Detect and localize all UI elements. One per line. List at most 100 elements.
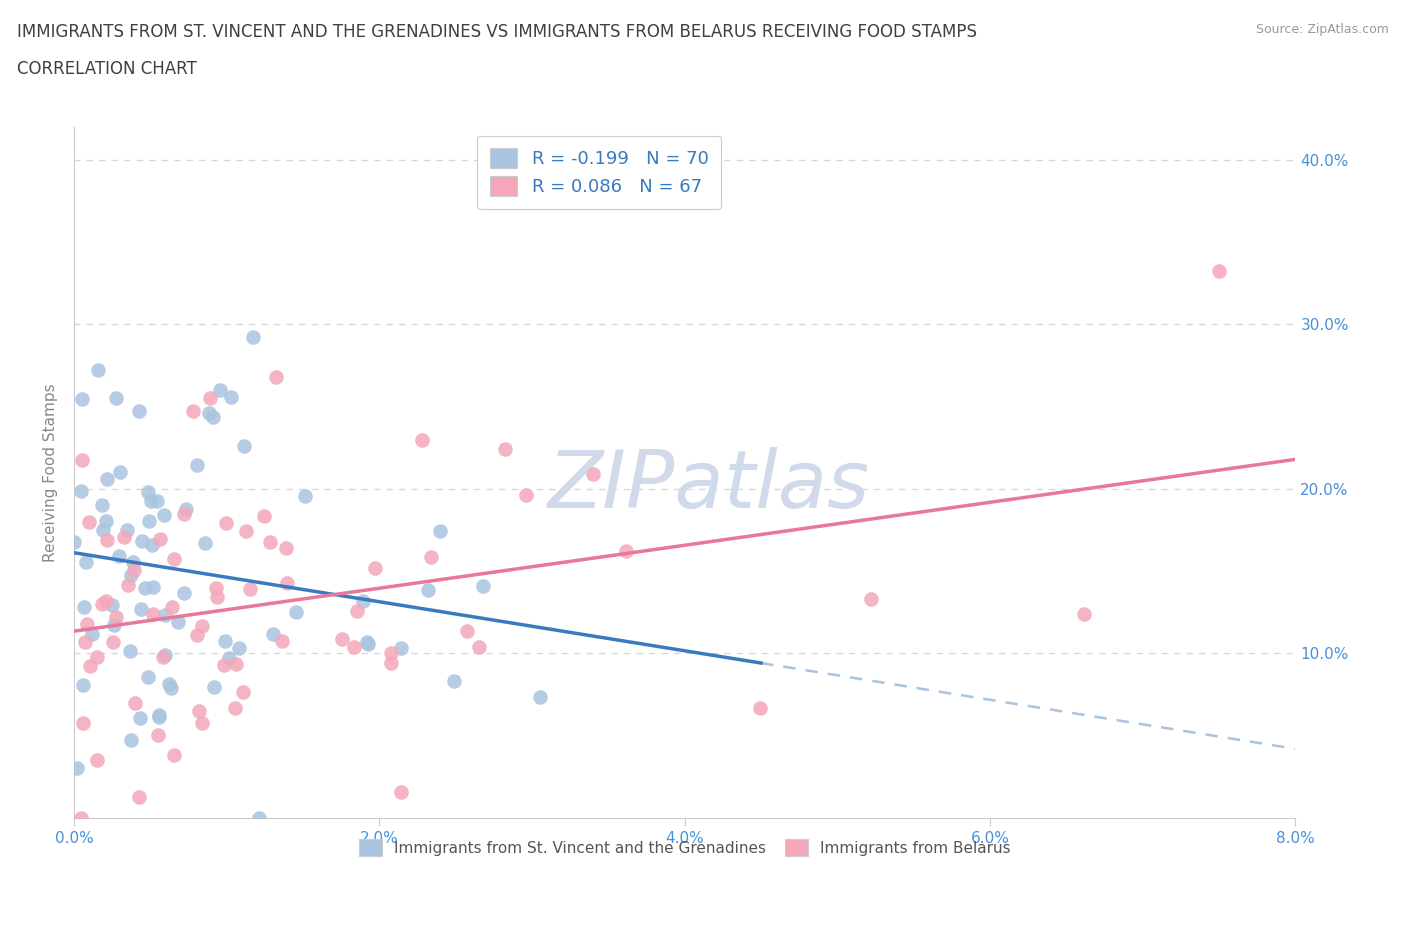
Point — [235, 524, 257, 538]
Legend: Immigrants from St. Vincent and the Grenadines, Immigrants from Belarus: Immigrants from St. Vincent and the Gren… — [353, 833, 1017, 862]
Text: Source: ZipAtlas.com: Source: ZipAtlas.com — [1256, 23, 1389, 36]
Point — [201, 410, 224, 425]
Point — [472, 578, 495, 593]
Point — [186, 458, 208, 472]
Point — [96, 533, 118, 548]
Point — [93, 523, 115, 538]
Point — [614, 543, 637, 558]
Point — [411, 432, 433, 447]
Point — [96, 472, 118, 486]
Point — [69, 810, 91, 825]
Point — [87, 362, 110, 377]
Point — [73, 600, 96, 615]
Point — [232, 439, 254, 454]
Point — [174, 501, 197, 516]
Point — [276, 540, 298, 555]
Point — [205, 581, 228, 596]
Point — [163, 748, 186, 763]
Point — [138, 513, 160, 528]
Point — [860, 591, 883, 606]
Point — [134, 580, 156, 595]
Point — [141, 538, 163, 552]
Point — [418, 582, 440, 597]
Text: ZIPatlas: ZIPatlas — [548, 447, 870, 525]
Point — [364, 561, 387, 576]
Point — [103, 634, 125, 649]
Point — [112, 529, 135, 544]
Point — [456, 624, 478, 639]
Point — [120, 733, 142, 748]
Point — [142, 607, 165, 622]
Point — [66, 761, 89, 776]
Point — [63, 534, 86, 549]
Point — [108, 464, 131, 479]
Point — [142, 579, 165, 594]
Point — [124, 696, 146, 711]
Point — [380, 655, 402, 670]
Point — [247, 810, 270, 825]
Point — [1073, 607, 1095, 622]
Point — [529, 690, 551, 705]
Point — [149, 531, 172, 546]
Point — [131, 534, 153, 549]
Point — [380, 645, 402, 660]
Text: CORRELATION CHART: CORRELATION CHART — [17, 60, 197, 78]
Point — [79, 658, 101, 673]
Point — [208, 382, 231, 397]
Point — [120, 567, 142, 582]
Point — [122, 563, 145, 578]
Point — [118, 644, 141, 658]
Point — [75, 635, 97, 650]
Point — [145, 493, 167, 508]
Point — [128, 404, 150, 418]
Point — [187, 704, 209, 719]
Point — [136, 670, 159, 684]
Point — [264, 369, 287, 384]
Point — [294, 489, 316, 504]
Point — [356, 637, 378, 652]
Point — [181, 403, 204, 418]
Y-axis label: Receiving Food Stamps: Receiving Food Stamps — [44, 383, 58, 562]
Point — [190, 716, 212, 731]
Point — [420, 550, 443, 565]
Point — [224, 700, 246, 715]
Point — [285, 604, 308, 619]
Point — [136, 485, 159, 499]
Point — [429, 524, 451, 538]
Point — [214, 634, 236, 649]
Point — [218, 651, 240, 666]
Point — [76, 617, 98, 631]
Point — [219, 390, 242, 405]
Point — [207, 590, 229, 604]
Point — [86, 649, 108, 664]
Point — [198, 391, 221, 405]
Point — [330, 631, 353, 646]
Point — [69, 484, 91, 498]
Point — [259, 535, 281, 550]
Point — [468, 640, 491, 655]
Point — [443, 674, 465, 689]
Point — [148, 710, 170, 724]
Point — [225, 657, 247, 671]
Point — [121, 554, 143, 569]
Point — [72, 392, 94, 406]
Point — [153, 508, 176, 523]
Point — [70, 453, 93, 468]
Point — [103, 618, 125, 632]
Point — [128, 790, 150, 804]
Point — [276, 576, 298, 591]
Point — [253, 509, 276, 524]
Point — [128, 711, 150, 725]
Point — [173, 585, 195, 600]
Point — [79, 515, 101, 530]
Point — [139, 493, 162, 508]
Point — [72, 715, 94, 730]
Point — [173, 507, 195, 522]
Text: IMMIGRANTS FROM ST. VINCENT AND THE GRENADINES VS IMMIGRANTS FROM BELARUS RECEIV: IMMIGRANTS FROM ST. VINCENT AND THE GREN… — [17, 23, 977, 41]
Point — [104, 391, 127, 405]
Point — [160, 681, 183, 696]
Point — [270, 633, 292, 648]
Point — [262, 627, 284, 642]
Point — [91, 498, 114, 512]
Point — [494, 442, 516, 457]
